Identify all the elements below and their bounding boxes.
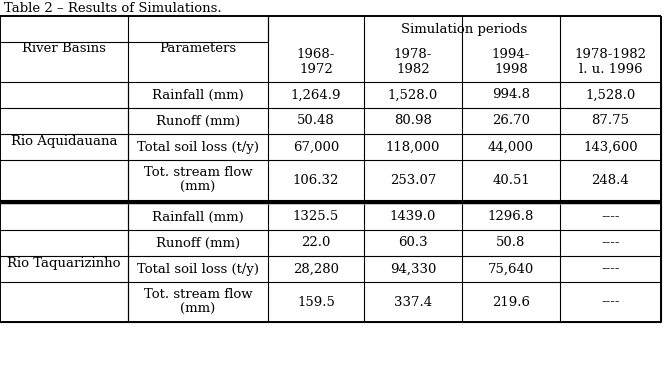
Text: 44,000: 44,000 bbox=[488, 141, 534, 154]
Text: 40.51: 40.51 bbox=[492, 173, 530, 186]
Text: 143,600: 143,600 bbox=[583, 141, 638, 154]
Text: 67,000: 67,000 bbox=[293, 141, 339, 154]
Text: 80.98: 80.98 bbox=[394, 114, 432, 128]
Text: Rio Taquarizinho: Rio Taquarizinho bbox=[7, 256, 121, 269]
Text: Table 2 – Results of Simulations.: Table 2 – Results of Simulations. bbox=[4, 1, 221, 14]
Text: ----: ---- bbox=[601, 210, 620, 224]
Text: 50.8: 50.8 bbox=[496, 237, 526, 249]
Text: 60.3: 60.3 bbox=[398, 237, 428, 249]
Text: 994.8: 994.8 bbox=[492, 89, 530, 101]
Text: 248.4: 248.4 bbox=[592, 173, 629, 186]
Text: 118,000: 118,000 bbox=[386, 141, 440, 154]
Text: 337.4: 337.4 bbox=[394, 296, 432, 308]
Text: 159.5: 159.5 bbox=[297, 296, 335, 308]
Text: Rainfall (mm): Rainfall (mm) bbox=[152, 210, 244, 224]
Text: Runoff (mm): Runoff (mm) bbox=[156, 237, 240, 249]
Text: 1296.8: 1296.8 bbox=[488, 210, 534, 224]
Text: ----: ---- bbox=[601, 262, 620, 276]
Text: 1994-
1998: 1994- 1998 bbox=[492, 48, 530, 76]
Text: 1,528.0: 1,528.0 bbox=[585, 89, 636, 101]
Text: 87.75: 87.75 bbox=[591, 114, 630, 128]
Text: Total soil loss (t/y): Total soil loss (t/y) bbox=[137, 141, 259, 154]
Text: Tot. stream flow
(mm): Tot. stream flow (mm) bbox=[144, 166, 252, 194]
Text: 1,264.9: 1,264.9 bbox=[291, 89, 341, 101]
Text: 1978-
1982: 1978- 1982 bbox=[394, 48, 432, 76]
Text: 28,280: 28,280 bbox=[293, 262, 339, 276]
Text: Parameters: Parameters bbox=[160, 42, 237, 55]
Text: ----: ---- bbox=[601, 296, 620, 308]
Text: Simulation periods: Simulation periods bbox=[402, 23, 527, 35]
Text: 94,330: 94,330 bbox=[390, 262, 436, 276]
Text: ----: ---- bbox=[601, 237, 620, 249]
Text: 219.6: 219.6 bbox=[492, 296, 530, 308]
Text: 75,640: 75,640 bbox=[488, 262, 534, 276]
Text: 1439.0: 1439.0 bbox=[390, 210, 436, 224]
Text: 1,528.0: 1,528.0 bbox=[388, 89, 438, 101]
Text: 1968-
1972: 1968- 1972 bbox=[297, 48, 335, 76]
Text: 106.32: 106.32 bbox=[293, 173, 339, 186]
Text: 253.07: 253.07 bbox=[390, 173, 436, 186]
Text: 26.70: 26.70 bbox=[492, 114, 530, 128]
Text: Rio Aquidauana: Rio Aquidauana bbox=[11, 134, 117, 148]
Text: 50.48: 50.48 bbox=[297, 114, 335, 128]
Text: Rainfall (mm): Rainfall (mm) bbox=[152, 89, 244, 101]
Text: Total soil loss (t/y): Total soil loss (t/y) bbox=[137, 262, 259, 276]
Text: Runoff (mm): Runoff (mm) bbox=[156, 114, 240, 128]
Text: 1325.5: 1325.5 bbox=[293, 210, 339, 224]
Text: 22.0: 22.0 bbox=[301, 237, 331, 249]
Text: Tot. stream flow
(mm): Tot. stream flow (mm) bbox=[144, 288, 252, 316]
Text: River Basins: River Basins bbox=[22, 42, 106, 55]
Text: 1978-1982
l. u. 1996: 1978-1982 l. u. 1996 bbox=[575, 48, 646, 76]
